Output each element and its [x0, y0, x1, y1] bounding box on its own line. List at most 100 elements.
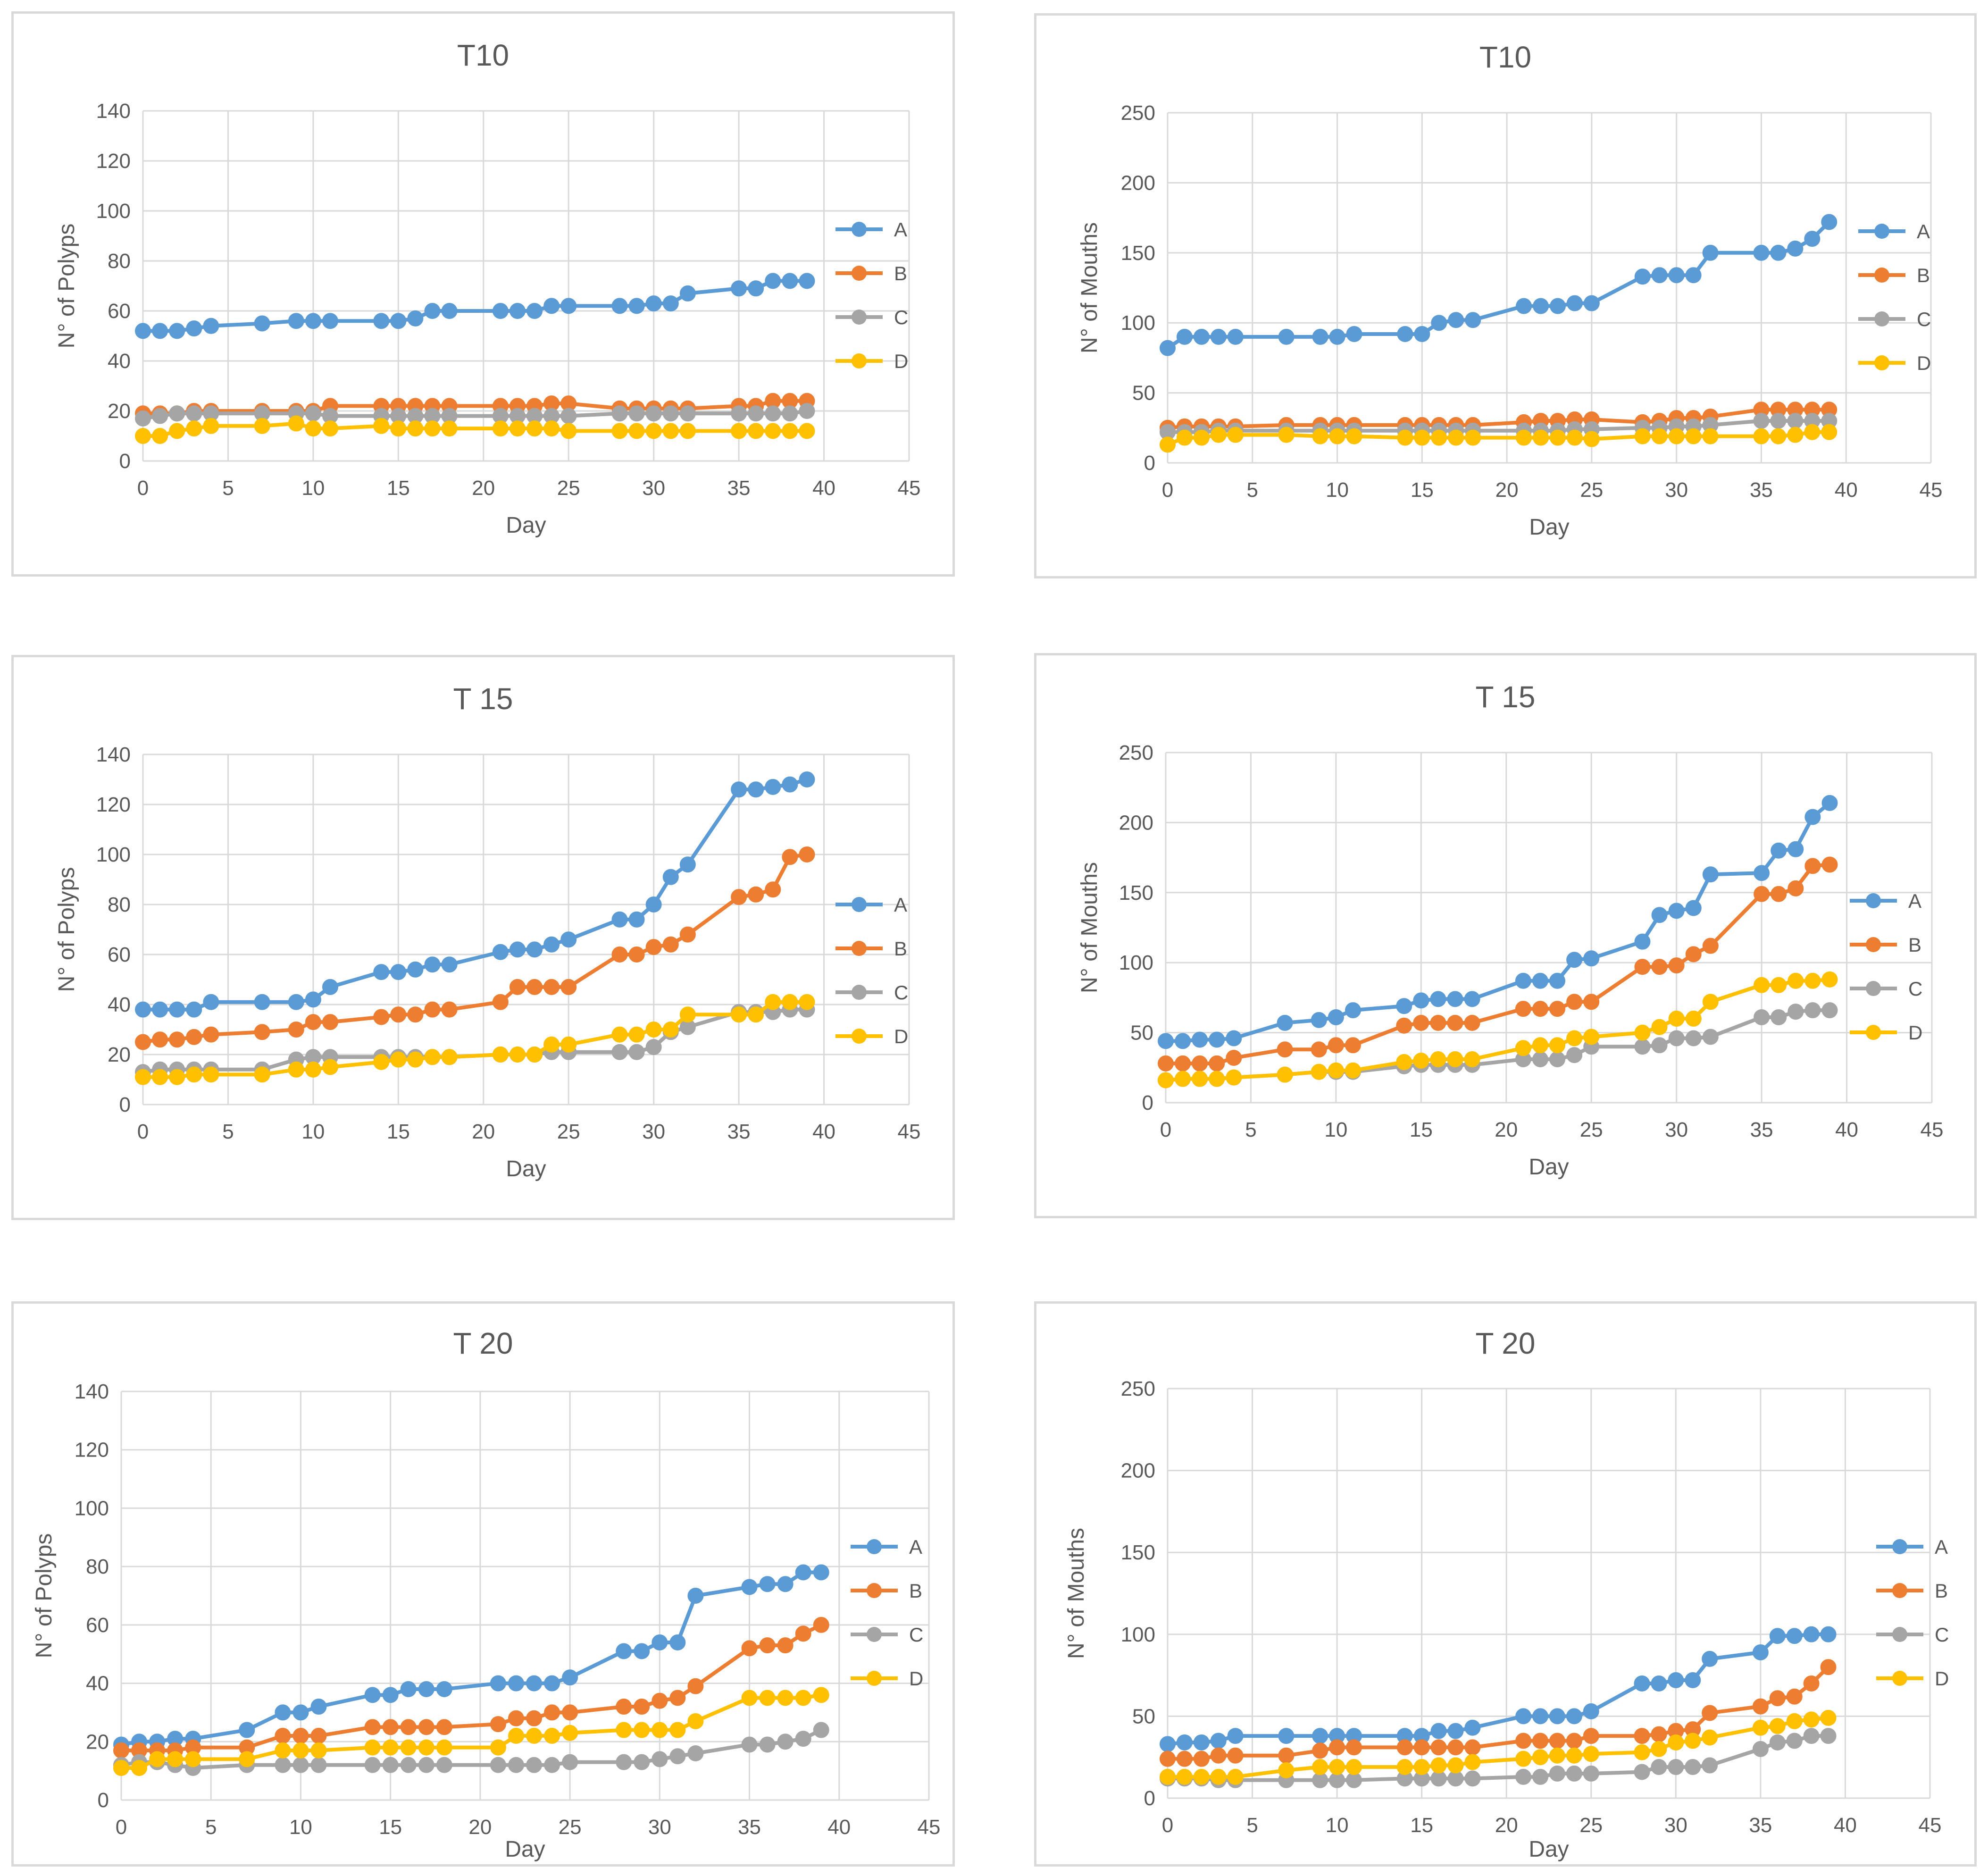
data-point-D	[1769, 1718, 1786, 1734]
x-tick-label: 40	[812, 1120, 835, 1143]
data-point-D	[322, 420, 338, 437]
data-point-A	[1464, 991, 1480, 1007]
legend-marker-A	[852, 897, 867, 912]
data-point-A	[390, 964, 407, 980]
data-point-B	[1160, 1750, 1176, 1767]
data-point-A	[1176, 1734, 1193, 1750]
data-point-B	[364, 1719, 381, 1735]
data-point-A	[135, 323, 151, 339]
data-point-A	[1345, 1002, 1361, 1019]
data-point-D	[169, 423, 185, 439]
data-point-D	[186, 1066, 202, 1083]
data-point-D	[1328, 1062, 1344, 1079]
data-point-D	[1448, 429, 1464, 446]
data-point-C	[1770, 412, 1787, 429]
chart-title: T 15	[1476, 680, 1536, 714]
data-point-B	[1278, 1747, 1295, 1764]
y-tick-label: 250	[1121, 101, 1155, 125]
data-point-A	[322, 979, 338, 995]
data-point-C	[1532, 1768, 1549, 1785]
data-point-D	[741, 1690, 758, 1706]
data-point-B	[1447, 1014, 1463, 1031]
series-line-B	[1168, 1666, 1830, 1761]
data-point-B	[1803, 1675, 1820, 1692]
data-point-A	[669, 1634, 686, 1650]
data-point-C	[1769, 1734, 1786, 1750]
data-point-A	[1515, 972, 1531, 989]
data-point-A	[275, 1704, 291, 1721]
data-point-C	[1787, 412, 1804, 429]
data-point-C	[135, 410, 151, 427]
data-point-A	[1312, 328, 1328, 345]
data-point-D	[544, 1727, 560, 1744]
data-point-D	[628, 1026, 645, 1043]
y-tick-label: 250	[1121, 1377, 1155, 1400]
x-tick-label: 25	[1579, 1814, 1603, 1837]
data-point-A	[186, 1001, 202, 1018]
data-point-B	[135, 1034, 151, 1050]
data-point-A	[418, 1681, 434, 1697]
data-point-D	[1312, 428, 1328, 444]
data-point-B	[562, 1704, 578, 1721]
data-point-A	[424, 956, 441, 973]
data-point-D	[1345, 1062, 1361, 1079]
data-point-A	[562, 1669, 578, 1686]
data-point-D	[1804, 972, 1821, 989]
data-point-D	[1821, 424, 1838, 440]
legend-marker-B	[852, 941, 867, 956]
data-point-B	[628, 946, 645, 963]
x-tick-label: 0	[1160, 1118, 1171, 1141]
data-point-A	[364, 1687, 381, 1703]
data-point-B	[1430, 1739, 1447, 1756]
data-point-D	[645, 423, 662, 439]
data-point-A	[509, 941, 526, 958]
data-point-C	[292, 1757, 309, 1773]
y-axis-label: N° of Polyps	[54, 224, 79, 349]
data-point-B	[1345, 1037, 1361, 1054]
data-point-B	[687, 1678, 704, 1694]
data-point-A	[731, 280, 747, 297]
data-point-D	[1346, 1759, 1362, 1776]
data-point-D	[1430, 1757, 1447, 1774]
data-point-C	[1804, 1002, 1821, 1019]
data-point-A	[1787, 240, 1804, 257]
data-point-A	[492, 303, 509, 319]
data-point-C	[1532, 1051, 1548, 1067]
chart-title: T10	[457, 38, 509, 72]
x-tick-label: 10	[1326, 478, 1349, 502]
data-point-B	[1651, 1726, 1667, 1742]
y-tick-label: 80	[86, 1555, 109, 1578]
data-point-D	[1227, 427, 1244, 443]
data-point-D	[490, 1739, 506, 1756]
x-tick-label: 30	[648, 1816, 671, 1839]
data-point-A	[1278, 328, 1295, 345]
legend-marker-A	[867, 1539, 882, 1554]
data-point-D	[645, 1022, 662, 1038]
y-tick-label: 20	[108, 400, 131, 423]
data-point-C	[611, 1044, 628, 1060]
data-point-A	[1431, 315, 1447, 331]
data-point-D	[1329, 1759, 1345, 1776]
data-point-C	[645, 1039, 662, 1055]
x-tick-label: 10	[301, 477, 325, 500]
data-point-A	[1465, 312, 1481, 328]
data-point-C	[1634, 1764, 1650, 1780]
data-point-D	[390, 1051, 407, 1068]
data-point-A	[310, 1699, 327, 1715]
data-point-A	[1312, 1728, 1328, 1744]
data-point-D	[1566, 1030, 1583, 1047]
x-tick-label: 5	[222, 1120, 234, 1143]
y-axis-label: N° of Mouths	[1077, 222, 1102, 353]
data-point-D	[239, 1751, 255, 1767]
data-point-B	[1583, 994, 1600, 1010]
x-tick-label: 40	[1834, 1814, 1857, 1837]
data-point-A	[634, 1643, 650, 1659]
data-point-A	[441, 303, 458, 319]
y-tick-label: 40	[108, 993, 131, 1016]
data-point-D	[424, 420, 441, 437]
data-point-B	[1329, 1739, 1345, 1756]
y-tick-label: 100	[96, 843, 131, 866]
data-point-D	[436, 1739, 452, 1756]
data-point-A	[799, 273, 815, 289]
data-point-D	[1549, 1747, 1565, 1764]
